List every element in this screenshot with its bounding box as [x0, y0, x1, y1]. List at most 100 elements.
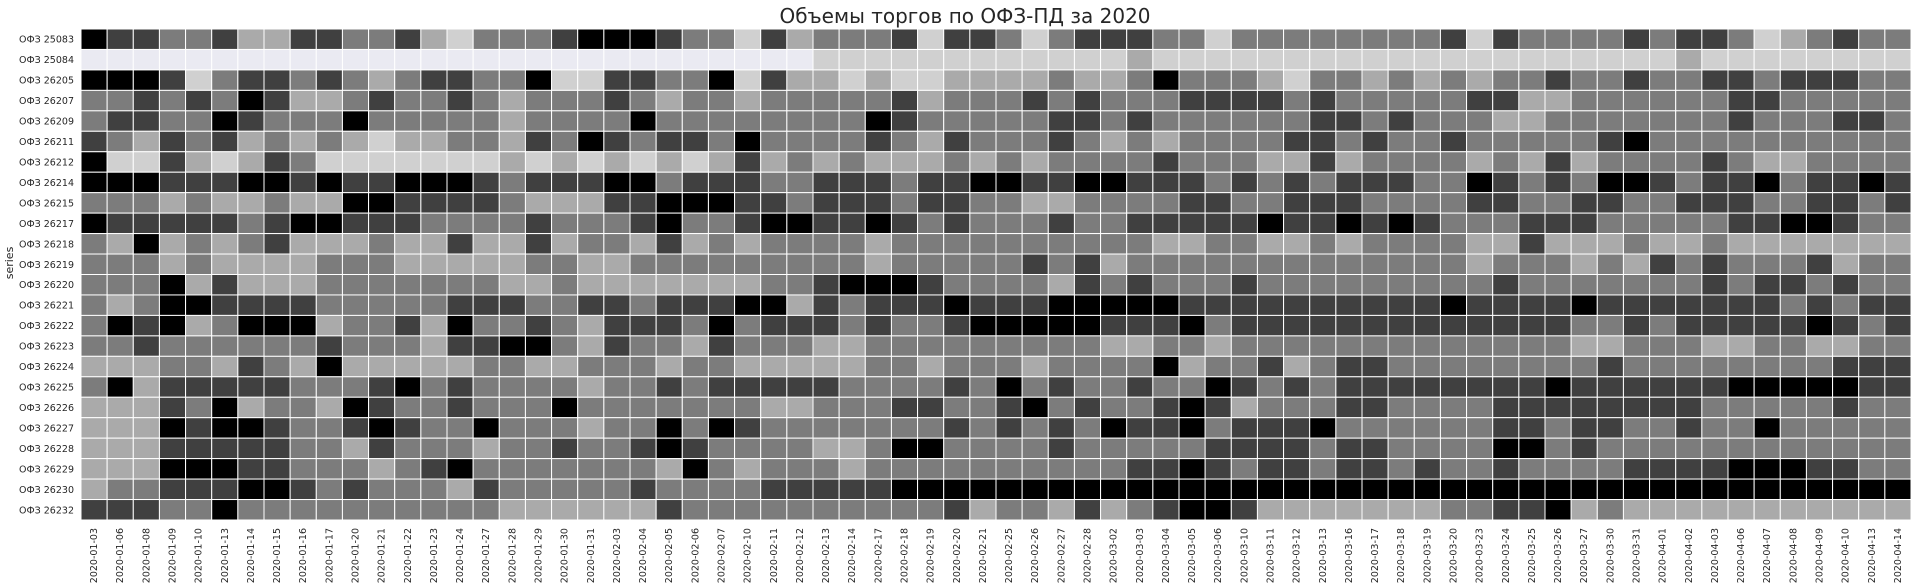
- y-tick-label: ОФЗ 26226: [19, 403, 74, 414]
- heatmap-cell: [1805, 396, 1834, 419]
- x-tick-label: 2020-02-11: [769, 528, 780, 583]
- heatmap-cell: [969, 499, 997, 521]
- heatmap-cell: [132, 274, 160, 296]
- heatmap-cell: [629, 458, 657, 480]
- heatmap-cell: [812, 376, 840, 398]
- heatmap-cell: [1518, 314, 1546, 337]
- heatmap-cell: [524, 253, 553, 275]
- heatmap-cell: [420, 89, 448, 112]
- heatmap-cell: [1649, 110, 1677, 132]
- heatmap-cell: [629, 48, 657, 71]
- heatmap-cell: [1570, 130, 1598, 153]
- heatmap-cell: [551, 69, 579, 91]
- heatmap-cell: [1021, 28, 1049, 50]
- heatmap-cell: [1309, 212, 1337, 235]
- heatmap-cell: [969, 69, 997, 91]
- heatmap-cell: [1413, 48, 1441, 71]
- heatmap-cell: [890, 396, 919, 419]
- heatmap-cell: [1100, 314, 1128, 337]
- heatmap-cell: [1256, 212, 1285, 235]
- heatmap-cell: [289, 28, 317, 50]
- heatmap-cell: [917, 212, 945, 235]
- heatmap-cell: [1387, 437, 1415, 460]
- heatmap-cell: [864, 335, 892, 357]
- heatmap-cell: [1832, 130, 1860, 153]
- heatmap-cell: [237, 192, 265, 214]
- heatmap-cell: [420, 192, 448, 214]
- heatmap-cell: [185, 396, 213, 419]
- heatmap-cell: [1570, 233, 1598, 255]
- x-tick-label: 2020-04-06: [1736, 528, 1747, 583]
- heatmap-cell: [1230, 396, 1258, 419]
- heatmap-cell: [1309, 355, 1337, 378]
- heatmap-cell: [1178, 478, 1206, 501]
- heatmap-cell: [1649, 458, 1677, 480]
- heatmap-cell: [1544, 233, 1572, 255]
- heatmap-cell: [1413, 458, 1441, 480]
- heatmap-cell: [1832, 478, 1860, 501]
- heatmap-cell: [368, 478, 396, 501]
- heatmap-cell: [1152, 233, 1180, 255]
- heatmap-cell: [1779, 28, 1807, 50]
- heatmap-cell: [1100, 376, 1128, 398]
- heatmap-cell: [943, 376, 971, 398]
- heatmap-cell: [864, 396, 892, 419]
- heatmap-cell: [995, 458, 1023, 480]
- heatmap-cell: [1858, 335, 1886, 357]
- heatmap-cell: [969, 417, 997, 439]
- heatmap-cell: [1178, 171, 1206, 194]
- heatmap-cell: [812, 437, 840, 460]
- heatmap-cell: [734, 212, 762, 235]
- heatmap-cell: [394, 294, 422, 316]
- heatmap-cell: [1622, 89, 1651, 112]
- heatmap-cell: [760, 89, 788, 112]
- heatmap-cell: [1178, 89, 1206, 112]
- heatmap-cell: [1439, 314, 1468, 337]
- heatmap-cell: [577, 355, 605, 378]
- heatmap-cell: [1126, 89, 1154, 112]
- heatmap-cell: [1492, 355, 1520, 378]
- heatmap-cell: [446, 314, 474, 337]
- heatmap-cell: [655, 110, 683, 132]
- heatmap-cell: [1701, 417, 1729, 439]
- heatmap-cell: [158, 294, 187, 316]
- heatmap-cell: [1492, 417, 1520, 439]
- x-tick-label: 2020-02-06: [690, 528, 701, 583]
- heatmap-cell: [80, 478, 108, 501]
- heatmap-cell: [1753, 151, 1781, 173]
- heatmap-cell: [80, 294, 108, 316]
- heatmap-cell: [1309, 171, 1337, 194]
- heatmap-cell: [132, 437, 160, 460]
- heatmap-cell: [1100, 274, 1128, 296]
- heatmap-cell: [1884, 48, 1912, 71]
- heatmap-cell: [864, 437, 892, 460]
- heatmap-cell: [1884, 274, 1912, 296]
- heatmap-cell: [943, 294, 971, 316]
- heatmap-cell: [577, 28, 605, 50]
- heatmap-cell: [394, 28, 422, 50]
- heatmap-cell: [1492, 376, 1520, 398]
- heatmap-cell: [629, 28, 657, 50]
- heatmap-cell: [1727, 458, 1755, 480]
- heatmap-cell: [1100, 355, 1128, 378]
- heatmap-cell: [211, 437, 239, 460]
- heatmap-cell: [341, 314, 370, 337]
- heatmap-cell: [394, 458, 422, 480]
- heatmap-cell: [1439, 28, 1468, 50]
- heatmap-cell: [969, 437, 997, 460]
- heatmap-cell: [237, 478, 265, 501]
- heatmap-cell: [629, 355, 657, 378]
- heatmap-cell: [864, 28, 892, 50]
- heatmap-cell: [551, 192, 579, 214]
- heatmap-cell: [629, 151, 657, 173]
- heatmap-cell: [1100, 294, 1128, 316]
- heatmap-cell: [812, 314, 840, 337]
- heatmap-cell: [1100, 69, 1128, 91]
- heatmap-cell: [420, 355, 448, 378]
- x-tick-label: 2020-02-26: [1030, 528, 1041, 583]
- heatmap-cell: [1858, 233, 1886, 255]
- heatmap-cell: [1570, 314, 1598, 337]
- heatmap-cell: [524, 151, 553, 173]
- heatmap-cell: [681, 499, 709, 521]
- heatmap-cell: [1413, 294, 1441, 316]
